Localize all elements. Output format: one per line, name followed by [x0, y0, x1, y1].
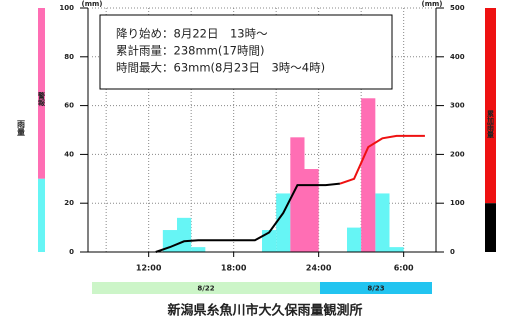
date-band-label: 8/23	[367, 285, 384, 293]
y2-gauge-lower	[485, 203, 496, 252]
cumulative-line	[155, 182, 341, 253]
y-tick-label: 100	[59, 4, 74, 12]
y-gauge-lower	[38, 178, 45, 252]
date-band-label: 8/22	[197, 285, 214, 293]
y2-tick-label: 0	[450, 248, 455, 256]
chart-title: 新潟県糸魚川市大久保雨量観測所	[167, 303, 362, 319]
annotation: 時間最大：63mm(8月23日 3時～4時)	[116, 61, 325, 75]
y-tick-label: 20	[64, 199, 74, 207]
y2-tick-label: 200	[450, 150, 465, 158]
annotation-box	[99, 14, 393, 90]
y-tick-label: 0	[69, 248, 74, 256]
y2-tick-label: 500	[450, 4, 465, 12]
bar	[361, 98, 376, 252]
x-tick-label: 24:00	[306, 264, 332, 273]
cumulative-line	[339, 134, 425, 185]
y-tick-label: 40	[64, 150, 74, 158]
annotation: 累計雨量：238mm(17時間)	[116, 44, 264, 58]
bar	[375, 193, 390, 252]
y-tick-label: 80	[64, 53, 74, 61]
bar	[177, 217, 192, 252]
bar	[191, 247, 206, 252]
annotation: 降り始め：8月22日 13時～	[116, 27, 268, 41]
y2-gauge-upper	[485, 8, 496, 204]
bar	[389, 247, 404, 252]
x-tick-label: 12:00	[136, 264, 162, 273]
date-band	[320, 282, 432, 294]
bar	[347, 227, 362, 252]
unit-left: (mm)	[82, 0, 103, 8]
y2-tick-label: 100	[450, 199, 465, 207]
y2-tick-label: 400	[450, 53, 465, 61]
y2-axis-label: 累加雨量	[487, 109, 496, 139]
y-gauge-label: 警報	[37, 91, 46, 107]
x-tick-label: 18:00	[221, 264, 247, 273]
date-band	[92, 282, 320, 294]
bar	[304, 169, 319, 252]
bar	[290, 137, 305, 252]
x-tick-label: 6:00	[394, 264, 414, 273]
y-axis-label: 雨量	[17, 120, 26, 137]
y2-tick-label: 300	[450, 102, 465, 110]
y-gauge-upper	[38, 8, 45, 179]
y-tick-label: 60	[64, 102, 74, 110]
unit-right: (mm)	[422, 0, 443, 8]
